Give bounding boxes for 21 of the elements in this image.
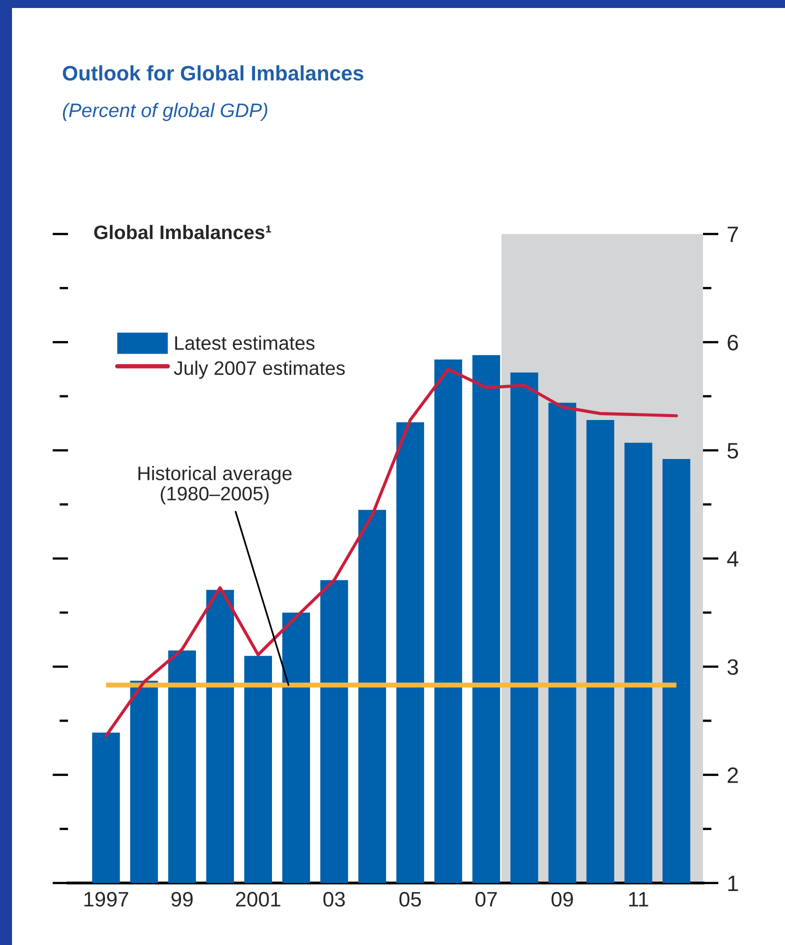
x-tick-label: 05	[399, 892, 421, 907]
y-tick-label: 2	[728, 767, 738, 783]
y-tick-label: 4	[727, 551, 738, 567]
ref-line-label: Historical average (1980–2005)	[138, 466, 292, 504]
x-tick-label: 07	[475, 892, 497, 907]
y-tick-label: 3	[727, 659, 738, 675]
x-tick-label: 03	[323, 892, 345, 907]
x-tick-label: 11	[629, 892, 648, 906]
y-tick-label: 6	[728, 334, 738, 350]
x-tick-label: 09	[552, 892, 573, 907]
x-tick-label: 99	[171, 892, 193, 907]
y-tick-label: 1	[728, 876, 738, 892]
y-tick-label: 5	[728, 443, 738, 459]
chart-subtitle: (Percent of global GDP)	[62, 102, 268, 122]
x-tick-label: 2001	[236, 892, 280, 907]
y-axis-title: Global Imbalances¹	[94, 224, 272, 240]
legend-label: Latest estimates	[175, 336, 315, 350]
chart-title: Outlook for Global Imbalances	[62, 65, 364, 81]
legend-label: July 2007 estimates	[174, 360, 345, 379]
x-tick-label: 1997	[84, 892, 128, 907]
y-tick-label: 7	[728, 226, 738, 242]
